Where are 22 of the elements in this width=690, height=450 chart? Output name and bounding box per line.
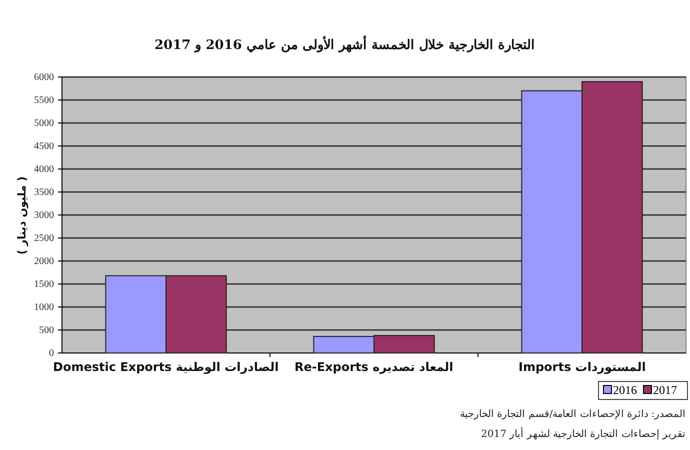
y-tick-label: 1000: [34, 302, 54, 312]
x-tick-label: Re-Exports المعاد تصديره: [294, 360, 454, 374]
y-tick-label: 5500: [34, 94, 54, 106]
x-tick-label: Domestic Exports الصادرات الوطنية: [53, 360, 279, 374]
y-tick-label: 6000: [34, 72, 54, 82]
y-tick-label: 0: [49, 348, 54, 358]
y-tick-label: 4000: [34, 164, 54, 174]
y-tick-label: 3500: [34, 186, 54, 198]
y-tick-label: 2000: [34, 256, 54, 266]
legend-label: 2016: [612, 383, 637, 397]
y-tick-label: 500: [39, 324, 54, 336]
chart-title: التجارة الخارجية خلال الخمسة أشهر الأولى من عامي 2016 و 2017: [154, 37, 536, 53]
text: تقرير إحصاءات التجارة الخارجية لشهر أيار 2017: [481, 428, 686, 440]
text: المصدر: دائرة الإحصاءات العامة/قسم التجارة الخارجية: [460, 408, 686, 420]
y-tick-label: 1500: [34, 278, 54, 290]
y-axis-title: ( مليون دينار ): [16, 176, 29, 254]
x-tick-label: Imports المستوردات: [518, 360, 646, 374]
y-tick-label: 4500: [34, 140, 54, 152]
y-tick-label: 2500: [34, 232, 54, 244]
y-tick-label: 5000: [34, 118, 54, 128]
legend-label: 2017: [652, 383, 677, 397]
y-tick-label: 3000: [34, 210, 54, 220]
